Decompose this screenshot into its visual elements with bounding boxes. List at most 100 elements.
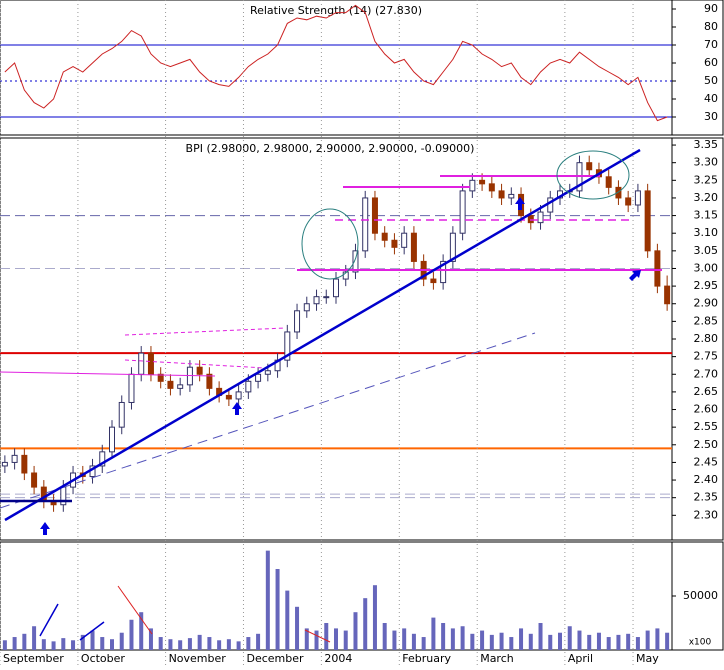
volume-bar [324,623,329,650]
volume-bar [431,617,436,650]
y-tick-label: 3.30 [694,156,719,169]
panel-title: BPI (2.98000, 2.98000, 2.90000, 2.90000,… [186,142,475,155]
candle-body [138,352,145,375]
candle-body [508,193,515,199]
volume-bar [246,637,251,650]
candle-body [459,190,466,234]
x-tick-label: November [169,652,227,665]
volume-bar [236,641,241,650]
y-tick-label: 2.85 [694,314,719,327]
volume-bar [158,637,163,650]
volume-bar [22,633,27,650]
y-tick-label: 2.65 [694,385,719,398]
rsi-line [4,4,668,122]
candle-body [196,366,203,375]
candle-body [206,373,213,389]
volume-bar [353,612,358,650]
trend-line [0,371,216,377]
volume-trend [304,629,331,643]
volume-bar [217,640,222,650]
volume-bar [314,630,319,650]
candle-body [21,454,28,474]
x-tick-label: 2004 [324,652,352,665]
candle-body [488,183,495,192]
panel-title: Relative Strength (14) (27.830) [250,4,422,17]
y-tick-label: 70 [704,38,718,51]
volume-bar [187,638,192,650]
volume-bar [519,628,524,650]
volume-bar [100,637,105,650]
volume-bar [265,550,270,650]
volume-bar [256,633,261,650]
y-tick-label: 2.90 [694,297,719,310]
y-tick-label: 50000 [683,589,718,602]
highlight-circle [556,150,630,200]
candle-body [303,303,310,312]
volume-bar [343,630,348,650]
y-tick-label: 2.30 [694,508,719,521]
candle-body [1,461,8,467]
trend-line [0,332,536,509]
x-tick-label: December [246,652,304,665]
volume-bar [450,628,455,650]
candle-body [449,232,456,262]
candle-body [11,454,18,463]
unit-label: x100 [689,638,712,648]
candle-body [109,426,115,453]
volume-bar [499,632,504,650]
volume-bar [626,633,631,650]
candle-body [410,232,417,262]
volume-bar [285,590,290,650]
x-tick-label: May [636,652,659,665]
volume-bar [587,634,592,650]
x-tick-label: April [568,652,593,665]
volume-bar [635,637,640,650]
volume-bar [645,630,650,650]
volume-bar [382,623,387,650]
y-tick-label: 2.95 [694,279,719,292]
candle-body [625,197,632,206]
candle-body [498,190,505,199]
candle-body [586,162,593,171]
y-tick-label: 2.55 [694,420,719,433]
trend-line [4,148,641,522]
y-tick-label: 30 [704,110,718,123]
volume-bar [148,628,153,650]
candle-body [644,190,651,252]
arrow [232,402,242,415]
volume-bar [441,623,446,650]
x-tick-label: February [402,652,451,665]
candle-body [157,373,164,382]
candle-body [313,296,320,305]
candle-body [294,310,301,333]
candle-body [605,176,612,188]
candle-body [177,384,184,389]
y-tick-label: 50 [704,74,718,87]
volume-bar [275,569,280,650]
volume-bar [665,632,670,650]
volume-bar [51,641,56,650]
volume-bar [32,626,37,650]
candle-body [371,197,378,234]
annotations [0,148,662,643]
y-tick-label: 2.70 [694,367,719,380]
volume-bar [178,640,183,650]
arrow [629,270,641,281]
candle-body [527,215,534,224]
y-tick-label: 3.10 [694,226,719,239]
y-tick-label: 2.75 [694,350,719,363]
y-tick-label: 2.60 [694,403,719,416]
volume-bar [110,639,114,650]
volume-bar [421,637,426,650]
volume-bar [295,606,300,650]
volume-bar [402,628,407,650]
candle-body [479,179,486,185]
candle-body [245,380,252,393]
candle-body [381,232,388,241]
candle-body [31,472,38,488]
volume-bar [460,626,465,650]
channel-line [124,359,266,369]
volume-bar [90,630,95,650]
candle-body [333,278,339,298]
